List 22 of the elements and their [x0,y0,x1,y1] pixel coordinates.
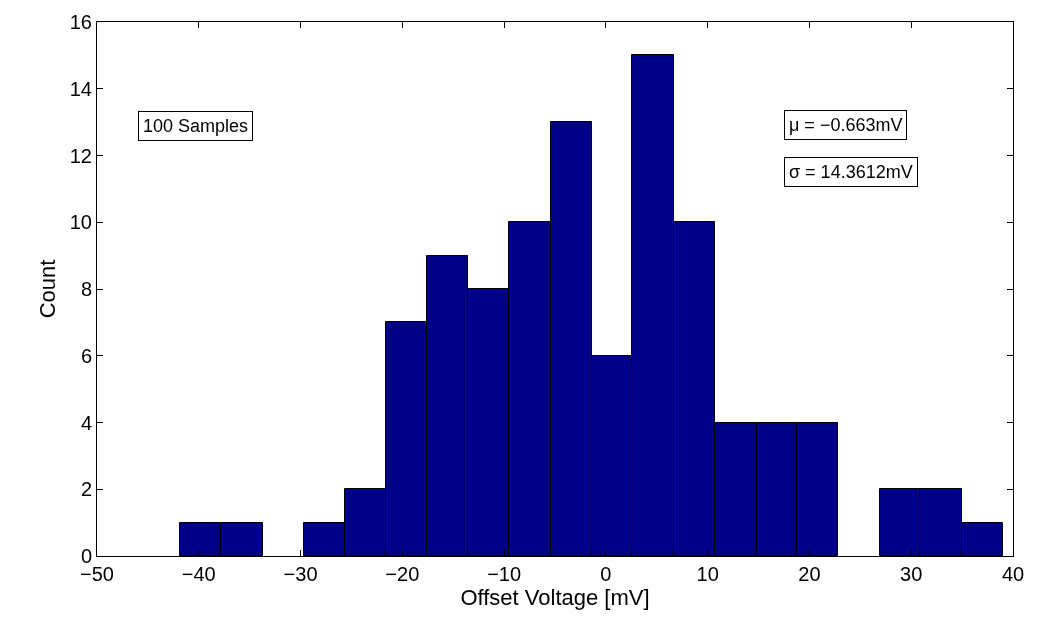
x-tick-label: −30 [283,563,318,585]
y-tick-label: 4 [80,411,92,434]
y-tick-label: 14 [69,77,92,100]
y-tick-label: 6 [80,344,92,367]
y-axis-title: Count [34,259,60,319]
x-tick-label: −10 [487,563,522,585]
annotation: μ = −0.663mV [789,115,903,135]
y-tick-label: 8 [80,278,92,300]
annotation: σ = 14.3612mV [789,162,913,182]
annotation: 100 Samples [143,116,249,136]
x-axis-title: Offset Voltage [mV] [460,585,650,610]
x-tick-label: 20 [798,563,821,585]
x-tick-label: −20 [385,563,420,585]
x-tick-label: 30 [900,563,923,585]
y-tick-label: 10 [69,211,92,234]
x-tick-label: −40 [181,563,216,585]
x-tick-label: 0 [600,563,612,585]
x-tick-label: 40 [1001,563,1025,585]
y-tick-label: 16 [69,11,92,33]
y-tick-label: 2 [80,478,92,501]
y-tick-label: 12 [69,144,92,167]
x-tick-label: 10 [696,563,719,585]
